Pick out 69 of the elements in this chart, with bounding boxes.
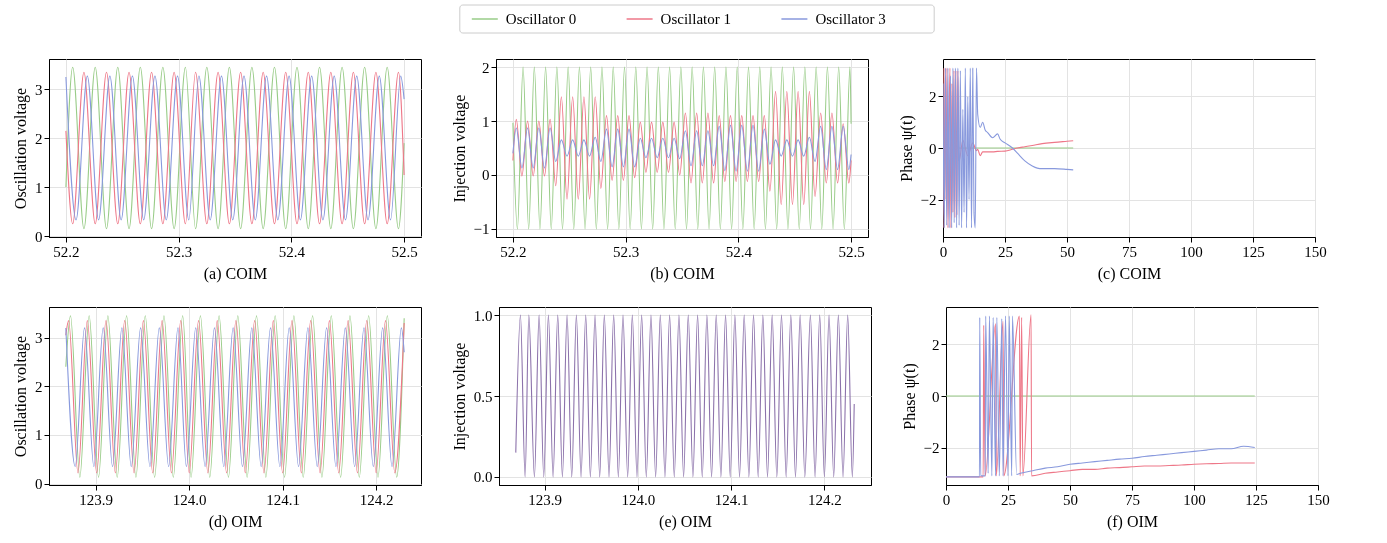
y-tick-label: −2 xyxy=(923,440,940,456)
x-axis-title: (e) OIM xyxy=(659,512,712,531)
y-tick-label: 1.0 xyxy=(473,307,493,324)
line-series xyxy=(512,90,852,206)
x-tick-label: 123.9 xyxy=(79,491,114,508)
x-tick-label: 100 xyxy=(1183,491,1206,508)
x-tick-label: 124.2 xyxy=(808,491,842,508)
x-tick-label: 52.5 xyxy=(391,243,418,260)
y-tick-label: 1 xyxy=(35,179,43,196)
x-tick-label: 124.0 xyxy=(621,491,656,508)
y-tick-label: 2 xyxy=(35,378,43,395)
x-tick-label: 52.2 xyxy=(53,243,80,260)
x-tick-label: 125 xyxy=(1242,243,1265,260)
y-tick-label: 3 xyxy=(35,330,43,347)
y-tick-label: −1 xyxy=(473,221,490,238)
x-tick-label: 25 xyxy=(1001,491,1016,508)
y-tick-label: 2 xyxy=(35,130,43,147)
y-axis-title: Phase ψ(t) xyxy=(900,363,919,430)
y-tick-label: 0 xyxy=(482,167,490,184)
x-tick-label: 52.2 xyxy=(500,243,527,260)
x-axis-title: (f) OIM xyxy=(1106,512,1159,531)
y-tick-label: 2 xyxy=(929,89,937,105)
y-tick-label: 1 xyxy=(482,113,490,130)
x-tick-label: 52.5 xyxy=(838,243,865,260)
x-tick-label: 52.4 xyxy=(725,243,753,260)
x-tick-label: 50 xyxy=(1060,243,1075,260)
x-tick-label: 52.4 xyxy=(278,243,306,260)
y-axis-title: Injection voltage xyxy=(450,94,469,203)
x-axis-title: (a) COIM xyxy=(203,264,268,283)
y-tick-label: 0 xyxy=(929,140,937,157)
line-series xyxy=(512,124,852,172)
y-tick-label: −2 xyxy=(920,192,937,208)
y-axis-title: Oscillation voltage xyxy=(12,335,30,458)
x-tick-label: 50 xyxy=(1063,491,1078,508)
x-tick-label: 100 xyxy=(1180,243,1203,260)
x-tick-label: 52.3 xyxy=(613,243,640,260)
y-tick-label: 0 xyxy=(35,476,43,493)
x-tick-label: 75 xyxy=(1125,491,1140,508)
y-axis-title: Phase ψ(t) xyxy=(897,115,916,182)
line-series xyxy=(512,66,852,230)
legend-label: Oscillator 0 xyxy=(505,11,577,27)
x-tick-label: 124.1 xyxy=(266,491,301,508)
x-tick-label: 124.0 xyxy=(172,491,207,508)
x-tick-label: 150 xyxy=(1304,243,1327,260)
y-tick-label: 0 xyxy=(35,228,43,245)
legend-label: Oscillator 3 xyxy=(815,11,886,27)
x-axis-title: (d) OIM xyxy=(208,512,263,531)
y-tick-label: 0 xyxy=(932,388,940,405)
line-series xyxy=(943,67,1074,229)
x-tick-label: 75 xyxy=(1122,243,1137,260)
line-series xyxy=(515,314,855,478)
y-tick-label: 1 xyxy=(35,427,43,444)
x-axis-title: (c) COIM xyxy=(1097,264,1162,283)
x-tick-label: 25 xyxy=(998,243,1013,260)
x-tick-label: 125 xyxy=(1245,491,1268,508)
x-tick-label: 123.9 xyxy=(528,491,563,508)
x-tick-label: 52.3 xyxy=(166,243,193,260)
x-tick-label: 150 xyxy=(1307,491,1330,508)
legend-label: Oscillator 1 xyxy=(660,11,732,27)
x-tick-label: 124.1 xyxy=(714,491,749,508)
y-tick-label: 2 xyxy=(932,337,940,353)
y-tick-label: 3 xyxy=(35,81,43,98)
x-tick-label: 124.2 xyxy=(359,491,394,508)
y-axis-title: Oscillation voltage xyxy=(12,87,30,210)
y-tick-label: 0.5 xyxy=(473,388,493,405)
x-axis-title: (b) COIM xyxy=(650,264,715,283)
y-tick-label: 0.0 xyxy=(473,469,493,486)
y-axis-title: Injection voltage xyxy=(450,342,469,451)
y-tick-label: 2 xyxy=(482,59,490,76)
